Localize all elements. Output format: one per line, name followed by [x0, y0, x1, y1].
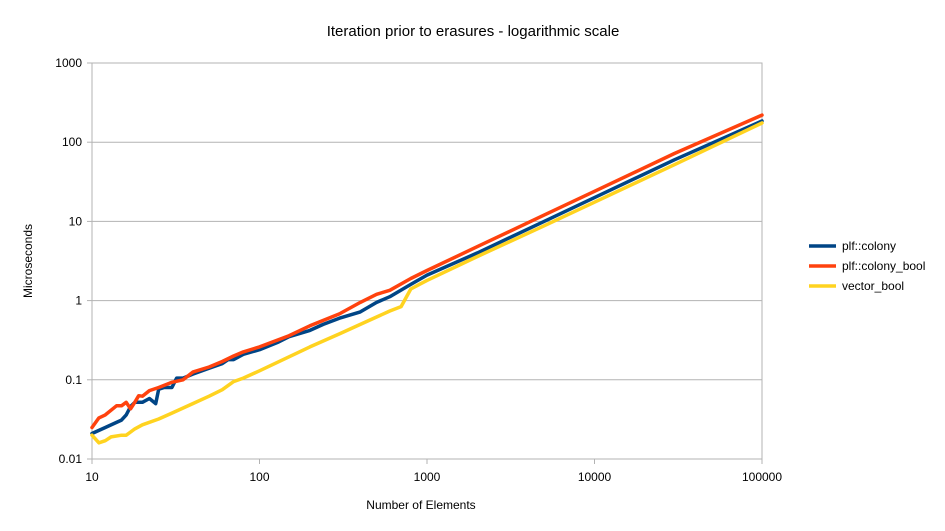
x-tick-label: 1000: [414, 470, 441, 484]
y-axis-title: Microseconds: [21, 224, 35, 298]
series-lines: [90, 113, 764, 445]
legend-label-vector-bool: vector_bool: [842, 279, 904, 293]
legend-label-plf-colony: plf::colony: [842, 239, 896, 253]
grid: [92, 62, 762, 460]
plot-area-frame: [91, 62, 763, 460]
y-tick-label: 1000: [55, 56, 82, 70]
y-tick-label: 0.1: [65, 373, 82, 387]
x-tick-label: 100000: [742, 470, 782, 484]
x-tick-label: 100: [249, 470, 269, 484]
series-line-plf-colony-bool: [90, 113, 764, 430]
x-axis-title: Number of Elements: [366, 498, 475, 512]
x-tick-label: 10000: [578, 470, 612, 484]
x-axis-ticks: 10 100 1000 10000 100000: [85, 459, 782, 484]
y-tick-label: 10: [69, 214, 83, 228]
y-tick-label: 0.01: [59, 452, 83, 466]
series-line-vector-bool: [90, 121, 764, 445]
chart-title: Iteration prior to erasures - logarithmi…: [327, 23, 620, 40]
series-line-plf-colony: [90, 119, 764, 436]
x-tick-label: 10: [85, 470, 99, 484]
y-tick-label: 1: [75, 294, 82, 308]
y-axis-ticks: 0.01 0.1 1 10 100 1000: [55, 56, 92, 466]
y-tick-label: 100: [62, 135, 82, 149]
legend-label-plf-colony-bool: plf::colony_bool: [842, 259, 925, 273]
